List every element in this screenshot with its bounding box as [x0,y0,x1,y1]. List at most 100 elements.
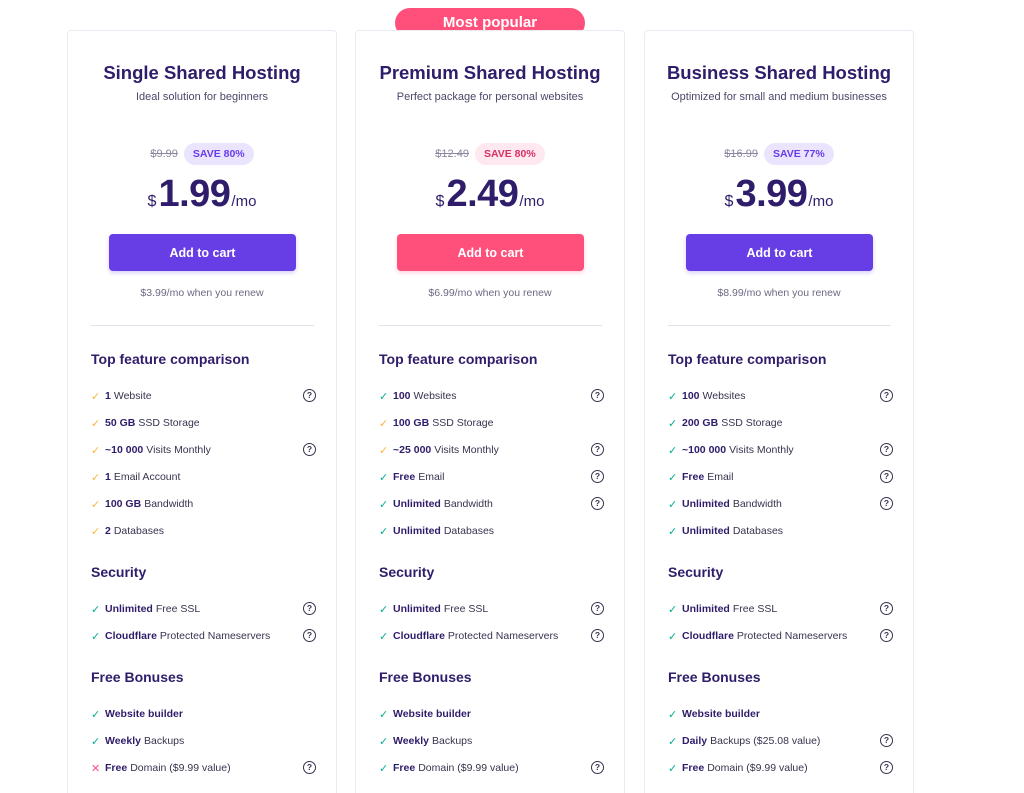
currency-symbol: $ [435,193,445,210]
feature-highlight: ~10 000 [105,444,144,456]
feature-highlight: Weekly [105,735,141,747]
feature-highlight: 1 [105,471,111,483]
currency-symbol: $ [724,193,734,210]
help-circle-icon[interactable]: ? [880,761,893,774]
feature-item: ✓ Free Email ? [668,468,893,486]
help-circle-icon[interactable]: ? [303,761,316,774]
feature-highlight: Cloudflare [682,630,734,642]
feature-text: Protected Nameservers [736,630,848,642]
check-icon: ✓ [668,444,678,457]
feature-item: ✓ Cloudflare Protected Nameservers ? [379,627,604,645]
section-heading: Top feature comparison [668,351,827,367]
check-icon: ✓ [379,525,389,538]
add-to-cart-button[interactable]: Add to cart [397,234,584,271]
help-circle-icon[interactable]: ? [880,497,893,510]
help-circle-icon[interactable]: ? [591,761,604,774]
feature-highlight: 100 [393,390,411,402]
check-icon: ✓ [379,630,389,643]
save-badge: SAVE 80% [474,143,545,165]
feature-item: ✓ 2 Databases [91,522,316,540]
feature-item: ✓ 100 GB SSD Storage [379,414,604,432]
feature-text: Backups [144,735,185,747]
feature-text: Free SSL [443,603,489,615]
help-circle-icon[interactable]: ? [591,470,604,483]
feature-item: ✓ Website builder [379,705,604,723]
feature-text: Bandwidth [144,498,194,510]
feature-item: ✓ ~10 000 Visits Monthly ? [91,441,316,459]
help-circle-icon[interactable]: ? [880,629,893,642]
feature-text: SSD Storage [138,417,200,429]
check-icon: ✓ [668,708,678,721]
check-icon: ✓ [91,471,101,484]
section-heading: Free Bonuses [91,669,184,685]
help-circle-icon[interactable]: ? [591,389,604,402]
feature-text: SSD Storage [721,417,783,429]
check-icon: ✓ [668,417,678,430]
add-to-cart-button[interactable]: Add to cart [109,234,296,271]
discount-row: $16.99 SAVE 77% [645,143,913,165]
feature-item: ✓ Weekly Backups [379,732,604,750]
section-heading: Top feature comparison [379,351,538,367]
help-circle-icon[interactable]: ? [880,443,893,456]
feature-item: ✓ Website builder [668,705,893,723]
check-icon: ✓ [379,390,389,403]
feature-item: ✓ 1 Email Account [91,468,316,486]
add-to-cart-button[interactable]: Add to cart [686,234,873,271]
check-icon: ✓ [379,603,389,616]
feature-highlight: Free [682,762,705,774]
help-circle-icon[interactable]: ? [591,602,604,615]
price-period: /mo [808,193,834,210]
feature-item: ✓ Free Domain ($9.99 value) ? [379,759,604,777]
price: $ 3.99 /mo [645,173,913,216]
check-icon: ✓ [91,417,101,430]
help-circle-icon[interactable]: ? [303,602,316,615]
feature-item: ✓ 100 GB Bandwidth [91,495,316,513]
feature-item: ✓ 50 GB SSD Storage [91,414,316,432]
check-icon: ✓ [379,762,389,775]
feature-highlight: Free [393,762,416,774]
feature-item: ✓ Unlimited Free SSL ? [668,600,893,618]
check-icon: ✓ [379,444,389,457]
check-icon: ✓ [668,735,678,748]
help-circle-icon[interactable]: ? [880,602,893,615]
plan-title: Business Shared Hosting [666,62,892,83]
feature-text: Databases [443,525,495,537]
check-icon: ✓ [91,603,101,616]
check-icon: ✓ [91,498,101,511]
save-badge: SAVE 80% [183,143,254,165]
feature-highlight: 100 [682,390,700,402]
help-circle-icon[interactable]: ? [303,389,316,402]
feature-item: ✓ Unlimited Databases [668,522,893,540]
section-heading: Security [91,564,147,580]
help-circle-icon[interactable]: ? [880,470,893,483]
help-circle-icon[interactable]: ? [591,497,604,510]
plan-title: Single Shared Hosting [103,62,301,83]
feature-highlight: 100 GB [393,417,430,429]
feature-item: ✓ ~100 000 Visits Monthly ? [668,441,893,459]
feature-highlight: Unlimited [393,525,441,537]
feature-item: ✓ Unlimited Bandwidth ? [379,495,604,513]
currency-symbol: $ [147,193,157,210]
help-circle-icon[interactable]: ? [591,443,604,456]
feature-highlight: 1 [105,390,111,402]
help-circle-icon[interactable]: ? [591,629,604,642]
section-heading: Free Bonuses [668,669,761,685]
feature-item: ✓ Free Domain ($9.99 value) ? [668,759,893,777]
feature-item: ✓ Free Email ? [379,468,604,486]
check-icon: ✓ [668,603,678,616]
check-icon: ✓ [91,390,101,403]
price-period: /mo [519,193,545,210]
feature-text: Free SSL [732,603,778,615]
help-circle-icon[interactable]: ? [303,443,316,456]
help-circle-icon[interactable]: ? [880,389,893,402]
feature-item: ✓ Weekly Backups [91,732,316,750]
help-circle-icon[interactable]: ? [303,629,316,642]
help-circle-icon[interactable]: ? [880,734,893,747]
feature-text: Databases [113,525,165,537]
check-icon: ✓ [91,444,101,457]
feature-highlight: Free [682,471,705,483]
feature-highlight: 200 GB [682,417,719,429]
section-heading: Top feature comparison [91,351,250,367]
plan-card: Business Shared Hosting Optimized for sma… [644,30,914,793]
feature-item: ✓ Cloudflare Protected Nameservers ? [91,627,316,645]
